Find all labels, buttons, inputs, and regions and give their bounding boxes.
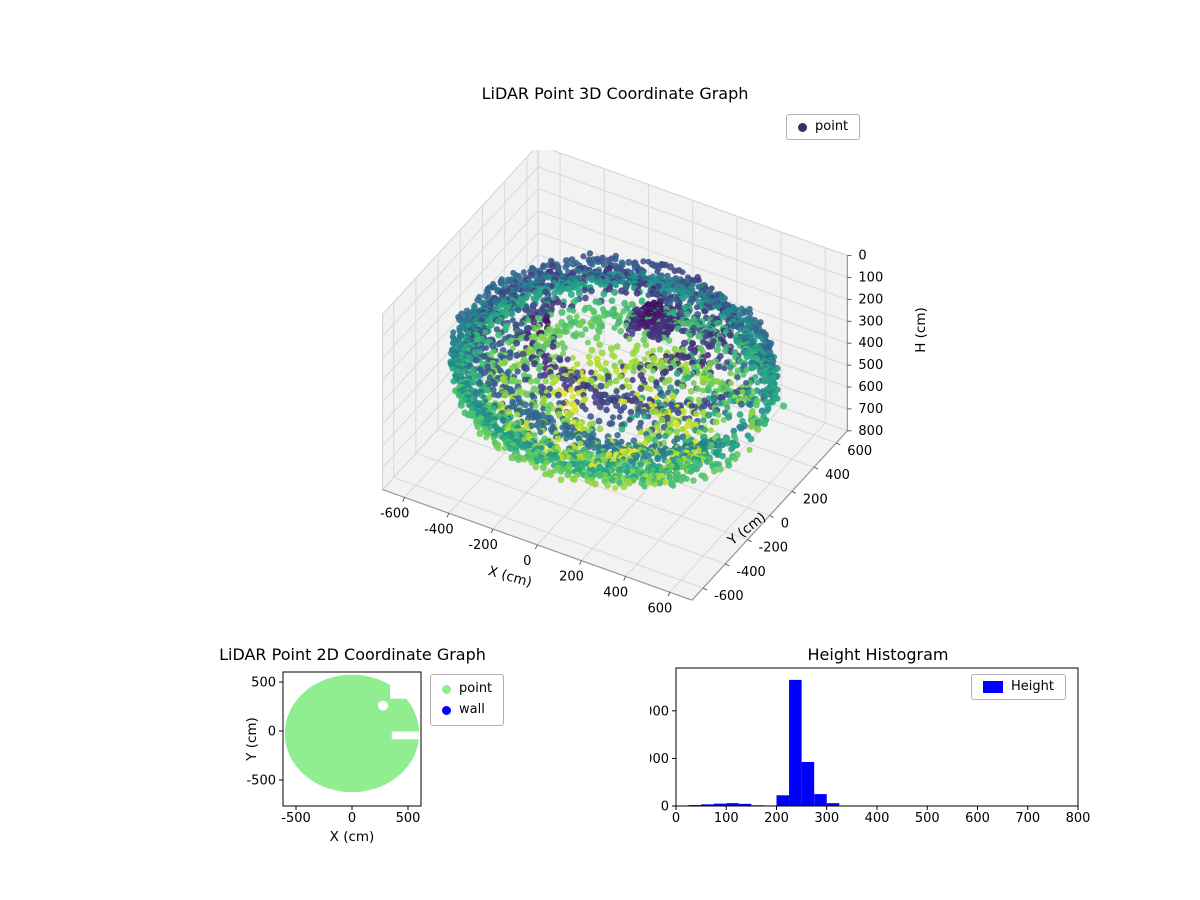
plot2d-legend-label-wall: wall bbox=[459, 702, 485, 718]
histogram-title: Height Histogram bbox=[807, 645, 949, 664]
plot2d-ylabel: Y (cm) bbox=[244, 717, 260, 761]
plot2d-legend-entry-wall: wall bbox=[442, 702, 485, 718]
plot2d-title: LiDAR Point 2D Coordinate Graph bbox=[219, 645, 486, 664]
height-legend-swatch-icon bbox=[983, 681, 1003, 694]
point-legend-marker-icon bbox=[798, 122, 807, 132]
plot3d-legend: point bbox=[786, 114, 861, 141]
wall-series-marker-icon bbox=[442, 705, 451, 715]
plot3d-legend-label: point bbox=[815, 119, 849, 134]
plot3d-canvas bbox=[320, 150, 960, 650]
plot2d-legend-entry-point: point bbox=[442, 681, 492, 697]
histogram-legend-label: Height bbox=[1011, 679, 1054, 694]
plot2d-xlabel: X (cm) bbox=[329, 829, 375, 845]
plot2d-legend-label-point: point bbox=[459, 681, 493, 696]
plot2d-legend: point wall bbox=[430, 674, 505, 726]
plot3d-zlabel: H (cm) bbox=[913, 307, 929, 353]
point-series-marker-icon bbox=[442, 684, 451, 694]
plot3d-title: LiDAR Point 3D Coordinate Graph bbox=[481, 84, 749, 103]
histogram-legend: Height bbox=[971, 674, 1066, 701]
